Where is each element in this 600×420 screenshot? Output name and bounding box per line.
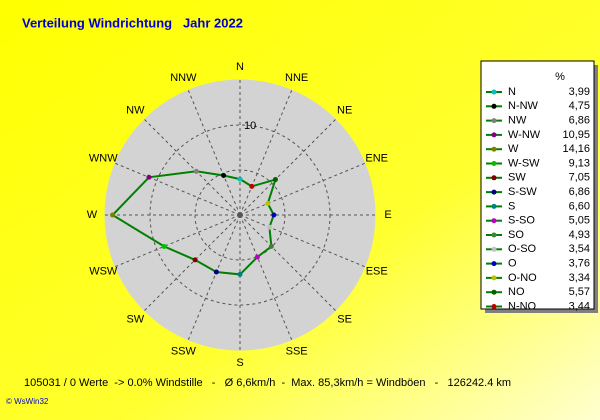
legend-marker — [491, 275, 497, 281]
spoke — [115, 162, 241, 216]
spoke — [239, 119, 336, 216]
spoke — [144, 214, 241, 311]
direction-label: SW — [126, 314, 144, 326]
legend-label: S-SW — [508, 186, 537, 198]
direction-label: WNW — [89, 152, 118, 164]
legend-value: 6,86 — [569, 186, 590, 198]
direction-label: W — [87, 209, 98, 221]
legend-header: % — [555, 71, 565, 83]
point — [271, 212, 277, 218]
legend-label: NW — [508, 115, 527, 127]
direction-label: WSW — [89, 266, 118, 278]
point — [272, 177, 278, 183]
legend-value: 10,95 — [562, 129, 590, 141]
point — [193, 168, 199, 174]
legend-marker — [491, 218, 497, 224]
legend-value: 6,86 — [569, 115, 590, 127]
point — [161, 243, 167, 249]
legend-value: 6,60 — [569, 200, 590, 212]
direction-label: SE — [337, 314, 352, 326]
point — [110, 212, 116, 218]
legend-label: N — [508, 86, 516, 98]
legend-label: NO — [508, 286, 525, 298]
legend-value: 4,93 — [569, 229, 590, 241]
legend-marker — [491, 132, 497, 138]
direction-label: NE — [337, 104, 352, 116]
point — [268, 243, 274, 249]
legend-label: O-NO — [508, 272, 537, 284]
point — [213, 269, 219, 275]
point — [254, 254, 260, 260]
legend — [480, 60, 595, 310]
legend-value: 9,13 — [569, 157, 590, 169]
direction-label: E — [384, 209, 391, 221]
legend-label: S-SO — [508, 215, 535, 227]
spoke — [239, 214, 293, 340]
direction-label: NNE — [285, 72, 308, 84]
point — [237, 271, 243, 277]
legend-value: 3,76 — [569, 258, 590, 270]
legend-marker — [491, 175, 497, 181]
legend-label: N-NO — [508, 300, 537, 312]
legend-value: 3,34 — [569, 272, 590, 284]
direction-label: N — [236, 61, 244, 73]
point — [249, 183, 255, 189]
legend-value: 7,05 — [569, 172, 590, 184]
legend-marker — [491, 289, 497, 295]
legend-label: SO — [508, 229, 524, 241]
point — [146, 174, 152, 180]
point — [237, 176, 243, 182]
legend-value: 3,99 — [569, 86, 590, 98]
legend-value: 3,44 — [569, 300, 590, 312]
legend-label: W — [508, 143, 519, 155]
chart-title: Verteilung Windrichtung Jahr 2022 — [22, 15, 243, 30]
point — [192, 257, 198, 263]
spoke — [187, 214, 241, 340]
direction-label: SSE — [286, 346, 308, 358]
legend-value: 14,16 — [562, 143, 590, 155]
footer: 105031 / 0 Werte -> 0.0% Windstille - Ø … — [24, 377, 511, 389]
legend-label: SW — [508, 172, 526, 184]
legend-marker — [491, 203, 497, 209]
legend-label: N-NW — [508, 100, 539, 112]
spoke — [239, 90, 293, 216]
legend-marker — [491, 118, 497, 124]
legend-value: 5,57 — [569, 286, 590, 298]
point — [221, 173, 227, 179]
spoke — [239, 162, 365, 216]
legend-value: 5,05 — [569, 215, 590, 227]
legend-marker — [491, 146, 497, 152]
credit: © WsWin32 — [6, 397, 49, 406]
spoke — [239, 214, 365, 268]
legend-marker — [491, 232, 497, 238]
legend-label: W-NW — [508, 129, 541, 141]
r-tick-label: 10 — [244, 120, 256, 132]
legend-marker — [491, 89, 497, 95]
spoke — [115, 214, 241, 268]
spoke — [239, 214, 336, 311]
direction-label: NW — [126, 104, 145, 116]
direction-label: ENE — [365, 152, 388, 164]
legend-marker — [491, 161, 497, 166]
direction-label: SSW — [171, 346, 197, 358]
legend-value: 4,75 — [569, 100, 590, 112]
legend-value: 3,54 — [569, 243, 590, 255]
legend-marker — [491, 261, 497, 267]
direction-label: S — [236, 357, 243, 369]
point — [266, 224, 272, 230]
legend-label: O-SO — [508, 243, 537, 255]
legend-marker — [491, 304, 497, 309]
spoke — [144, 119, 241, 216]
legend-label: W-SW — [508, 157, 540, 169]
direction-label: ESE — [366, 266, 388, 278]
legend-marker — [491, 189, 497, 195]
legend-label: O — [508, 258, 517, 270]
point — [265, 200, 271, 206]
legend-marker — [491, 103, 497, 109]
direction-label: NNW — [170, 72, 197, 84]
spoke — [187, 90, 241, 216]
legend-marker — [491, 246, 497, 252]
legend-label: S — [508, 200, 515, 212]
